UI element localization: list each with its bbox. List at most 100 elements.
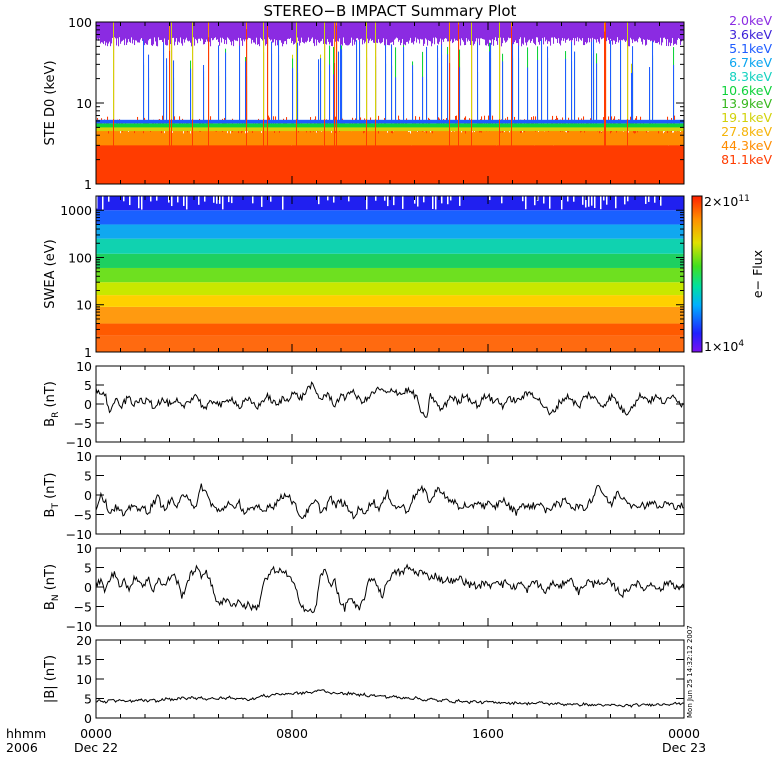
ste-flux-column [287,119,289,124]
ste-flux-column [548,22,550,42]
ste-flux-column [402,22,404,39]
ste-flux-column [281,130,283,146]
ste-flux-column [300,126,302,132]
ste-flux-column [581,126,583,132]
ste-flux-column [241,126,243,132]
ste-flux-column [436,22,438,39]
ste-flux-column [260,22,262,38]
ste-flux-column [234,126,236,132]
ste-flux-column [240,126,242,132]
ste-flux-column [617,135,619,184]
ste-flux-column [586,123,588,128]
ste-flux-column [581,118,583,184]
ste-flux-column [128,22,130,40]
ste-flux-column [340,115,342,184]
ste-flux-column [516,123,518,146]
swea-gap [375,196,377,201]
ste-flux-column [443,22,445,42]
ste-flux-column [265,119,267,124]
ste-flux-column [400,119,402,124]
ste-flux-column [309,123,311,128]
ste-flux-column [173,116,175,184]
ste-flux-column [466,124,468,184]
ste-flux-column [283,123,285,128]
ste-flux-column [274,123,276,128]
ste-flux-column [455,130,457,146]
ste-flux-column [254,136,256,184]
ste-flux-column [637,119,639,124]
ste-flux-column [299,120,301,184]
ste-flux-column [667,116,669,184]
ste-flux-column [443,119,445,184]
ste-flux-column [527,123,529,146]
ste-flux-column [193,139,195,184]
ste-flux-column [585,131,587,184]
ste-flux-column [495,122,497,184]
ste-flux-column [517,119,519,124]
ste-flux-column [439,123,441,128]
ste-flux-column [405,123,407,128]
ste-flux-column [166,22,168,46]
ste-flux-column [491,123,493,146]
ste-flux-column [207,123,209,128]
ste-flux-column [435,124,437,184]
swea-gap [561,196,563,210]
ste-flux-column [254,126,256,146]
ste-flux-column [228,123,230,146]
ste-flux-column [161,119,163,124]
y-tick-label: 10 [76,449,92,464]
ste-flux-column [583,122,585,146]
ste-flux-column [206,134,208,184]
ste-flux-column [380,22,382,44]
ste-flux-column [253,22,255,43]
ste-flux-column [429,123,431,128]
ste-flux-column [554,119,556,124]
ste-flux-column [619,127,621,146]
ste-flux-column [286,123,288,128]
ste-flux-column [134,126,136,132]
ste-flux-column [255,119,257,124]
ste-flux-column [269,22,271,39]
ste-flux-column [401,126,403,132]
ste-flux-column [351,131,353,146]
ste-flux-column [342,126,344,132]
ste-flux-column [623,126,625,132]
ste-flux-column [226,119,228,124]
ste-flux-column [154,127,156,146]
ste-flux-column [427,126,429,132]
ste-flux-column [510,22,512,39]
ste-flux-column [132,133,134,184]
ste-flux-column [181,123,183,128]
ste-flux-column [131,135,133,184]
ste-flux-column [287,136,289,184]
ste-flux-column [646,123,648,128]
y-axis-label: SWEA (eV) [43,239,58,308]
ste-flux-column [555,123,557,128]
ste-flux-column [247,132,249,146]
ste-flux-column [342,123,344,128]
ste-flux-column [430,123,432,128]
ste-flux-column [133,119,135,124]
ste-flux-column [457,126,459,132]
ste-flux-column [626,126,628,132]
ste-flux-column [498,133,500,184]
ste-flux-column [672,119,674,124]
ste-flux-column [538,139,540,184]
ste-flux-column [585,123,587,128]
ste-flux-column [354,22,356,45]
ste-flux-column [478,119,480,124]
ste-flux-column [619,119,621,124]
ste-flux-column [427,123,429,128]
ste-flux-column [394,119,396,124]
ste-flux-column [657,22,659,44]
ste-flux-column [453,141,455,184]
swea-gap [582,196,584,205]
ste-flux-column [462,125,464,146]
ste-flux-column [162,123,164,128]
ste-flux-column [371,123,373,128]
ste-flux-column [184,122,186,146]
ste-flux-column [285,22,287,41]
ste-flux-column [569,119,571,124]
ste-flux-column [565,58,567,124]
ste-flux-column [331,132,333,146]
